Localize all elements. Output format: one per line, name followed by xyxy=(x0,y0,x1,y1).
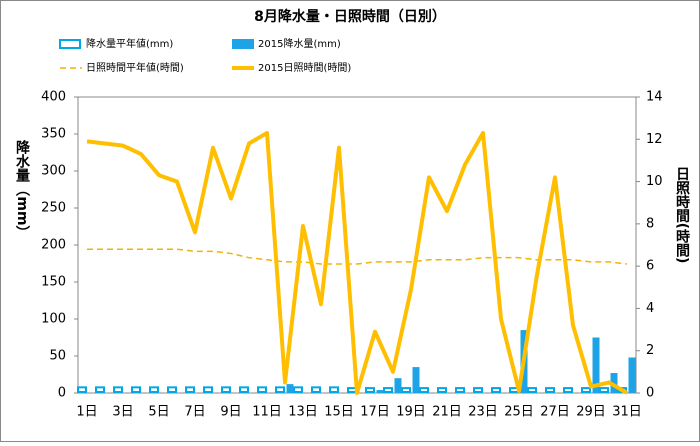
normal-bar xyxy=(455,387,465,393)
normal-bar xyxy=(293,386,303,393)
normal-bar xyxy=(77,386,87,393)
y2-tick-label: 0 xyxy=(646,386,654,401)
normal-bar xyxy=(131,386,141,393)
y2-tick-label: 10 xyxy=(646,174,663,189)
legend-label: 降水量平年値(mm) xyxy=(86,37,173,50)
x-tick-label: 15日 xyxy=(324,405,354,420)
y-tick-label: 50 xyxy=(49,349,66,364)
normal-bar xyxy=(581,387,591,393)
normal-bar xyxy=(203,386,213,393)
normal-bar xyxy=(599,387,609,393)
normal-bar xyxy=(473,387,483,393)
x-tick-label: 31日 xyxy=(612,405,642,420)
normal-bar xyxy=(437,387,447,393)
y2-tick-label: 2 xyxy=(646,343,654,358)
x-tick-label: 25日 xyxy=(504,405,534,420)
bar xyxy=(610,373,618,393)
legend-label: 2015日照時間(時間) xyxy=(258,62,351,74)
y2-tick-label: 6 xyxy=(646,259,654,274)
normal-bar xyxy=(95,386,105,393)
y2-axis-label: 日照時間(時間) xyxy=(674,167,690,264)
bar xyxy=(628,357,636,393)
bar xyxy=(376,390,384,393)
x-tick-label: 5日 xyxy=(148,405,169,420)
normal-bar xyxy=(527,387,537,393)
y-tick-label: 100 xyxy=(41,312,66,327)
x-tick-label: 11日 xyxy=(252,405,282,420)
chart-title: 8月降水量・日照時間（日別） xyxy=(254,8,446,25)
normal-bar xyxy=(221,386,231,393)
y2-tick-label: 8 xyxy=(646,216,654,231)
y2-tick-label: 14 xyxy=(646,90,663,105)
normal-bar xyxy=(329,386,339,393)
x-tick-label: 7日 xyxy=(184,405,205,420)
normal-bar xyxy=(311,386,321,393)
normal-bar xyxy=(167,386,177,393)
legend-swatch xyxy=(59,39,81,49)
x-tick-label: 17日 xyxy=(360,405,390,420)
legend-swatch xyxy=(232,39,254,49)
normal-bar xyxy=(383,387,393,393)
legend-label: 日照時間平年値(時間) xyxy=(86,61,184,74)
bar xyxy=(394,378,402,393)
normal-bar xyxy=(149,386,159,393)
normal-bar xyxy=(113,386,123,393)
y-tick-label: 200 xyxy=(41,238,66,253)
bar xyxy=(286,384,294,393)
normal-bar xyxy=(257,386,267,393)
x-tick-label: 23日 xyxy=(468,405,498,420)
x-tick-label: 9日 xyxy=(220,405,241,420)
bar xyxy=(412,367,420,393)
x-tick-label: 21日 xyxy=(432,405,462,420)
y-tick-label: 400 xyxy=(41,90,66,105)
y-tick-label: 150 xyxy=(41,275,66,290)
line xyxy=(86,130,629,395)
bar xyxy=(592,337,600,393)
y2-tick-label: 12 xyxy=(646,132,663,147)
normal-bar xyxy=(365,387,375,393)
y-tick-label: 250 xyxy=(41,201,66,216)
y2-tick-label: 4 xyxy=(646,301,654,316)
normal-bar xyxy=(185,386,195,393)
x-tick-label: 27日 xyxy=(540,405,570,420)
normal-bar xyxy=(239,386,249,393)
x-tick-label: 3日 xyxy=(112,405,133,420)
normal-bar xyxy=(491,387,501,393)
y-axis-label: 降水量（mm） xyxy=(14,140,31,240)
x-tick-label: 19日 xyxy=(396,405,426,420)
normal-bar xyxy=(275,386,285,393)
normal-bar xyxy=(563,387,573,393)
normal-bar xyxy=(545,387,555,393)
x-tick-label: 13日 xyxy=(288,405,318,420)
legend-label: 2015降水量(mm) xyxy=(258,37,341,50)
normal-bar xyxy=(419,387,429,393)
y-tick-label: 0 xyxy=(58,386,66,401)
y-tick-label: 350 xyxy=(41,127,66,142)
x-tick-label: 29日 xyxy=(576,405,606,420)
y-tick-label: 300 xyxy=(41,164,66,179)
normal-bar xyxy=(401,387,411,393)
x-tick-label: 1日 xyxy=(76,405,97,420)
normal-line xyxy=(87,248,628,265)
